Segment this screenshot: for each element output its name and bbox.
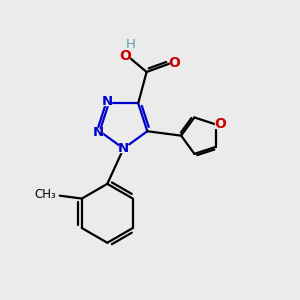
Bar (103, 98, 111, 106)
Text: N: N (93, 126, 104, 139)
Text: H: H (125, 38, 135, 51)
Text: CH₃: CH₃ (34, 188, 56, 201)
Bar (94, 129, 102, 136)
Bar (169, 60, 178, 67)
Text: O: O (168, 56, 180, 70)
Text: O: O (119, 49, 131, 63)
Text: N: N (118, 142, 129, 155)
Text: O: O (214, 117, 226, 131)
Text: N: N (102, 95, 113, 108)
Bar (215, 121, 224, 128)
Bar (121, 52, 129, 60)
Bar (119, 145, 128, 152)
